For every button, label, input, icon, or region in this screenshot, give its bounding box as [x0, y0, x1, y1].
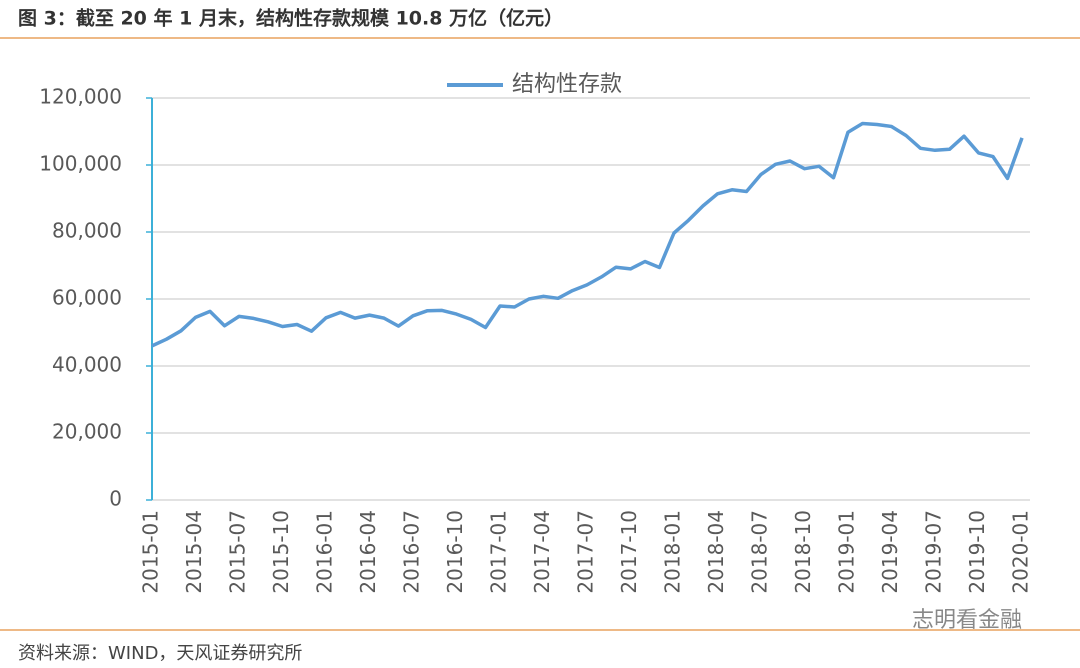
x-tick-label: 2015-01 [139, 510, 163, 594]
y-tick-label: 80,000 [52, 219, 122, 243]
x-tick-label: 2018-10 [791, 510, 815, 594]
x-tick-label: 2019-04 [878, 510, 902, 594]
x-tick-label: 2019-01 [835, 510, 859, 594]
x-tick-label: 2016-10 [443, 510, 467, 594]
chart-title: 图 3：截至 20 年 1 月末，结构性存款规模 10.8 万亿（亿元） [18, 7, 563, 30]
series-line [151, 121, 1024, 348]
y-tick-label: 100,000 [39, 152, 122, 176]
x-tick-label: 2017-07 [574, 510, 598, 594]
x-tick-label: 2017-01 [487, 510, 511, 594]
x-tick-label: 2019-07 [922, 510, 946, 594]
x-tick-label: 2015-07 [226, 510, 250, 594]
x-tick-label: 2018-01 [661, 510, 685, 594]
x-tick-label: 2019-10 [965, 510, 989, 594]
x-tick-label: 2018-04 [704, 510, 728, 594]
source: 资料来源：WIND，天风证券研究所 [18, 643, 302, 664]
y-tick-label: 120,000 [39, 85, 122, 109]
x-tick-label: 2016-04 [356, 510, 380, 594]
x-tick-label: 2016-07 [400, 510, 424, 594]
y-tick-label: 0 [109, 487, 122, 511]
x-tick-label: 2020-01 [1009, 510, 1033, 594]
x-tick-label: 2015-04 [182, 510, 206, 594]
y-tick-label: 20,000 [52, 420, 122, 444]
legend-label: 结构性存款 [512, 72, 622, 97]
y-tick-label: 60,000 [52, 286, 122, 310]
y-tick-label: 40,000 [52, 353, 122, 377]
x-tick-label: 2015-10 [269, 510, 293, 594]
x-tick-label: 2017-10 [617, 510, 641, 594]
x-tick-label: 2016-01 [313, 510, 337, 594]
watermark: 志明看金融 [912, 608, 1022, 633]
x-tick-label: 2017-04 [530, 510, 554, 594]
x-tick-label: 2018-07 [748, 510, 772, 594]
